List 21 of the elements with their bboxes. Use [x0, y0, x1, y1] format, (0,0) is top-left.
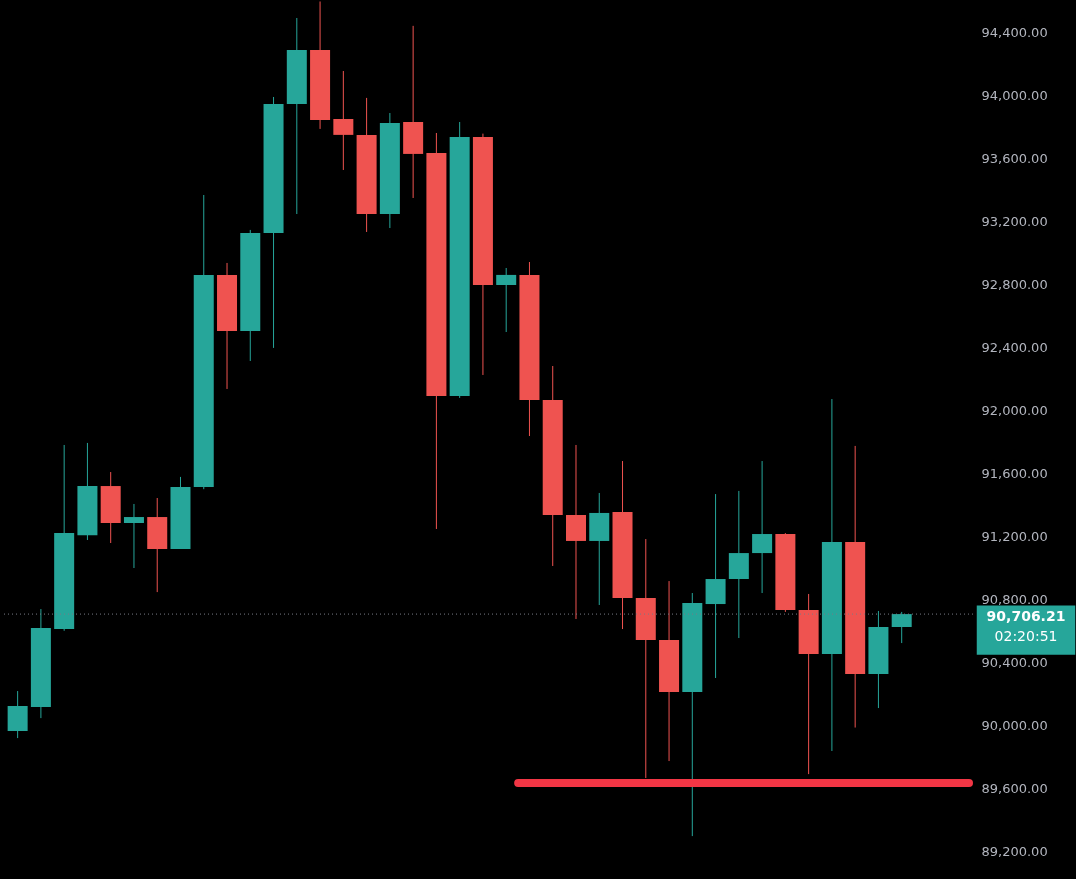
candlestick — [333, 70, 354, 171]
candlestick — [123, 503, 144, 569]
candlestick — [891, 611, 912, 644]
y-tick-label: 93,600.00 — [981, 151, 1048, 167]
y-tick-label: 92,000.00 — [981, 403, 1048, 419]
y-tick-label: 93,200.00 — [981, 214, 1048, 230]
y-tick-label: 89,200.00 — [981, 843, 1048, 859]
candlestick — [496, 267, 517, 333]
y-tick-label: 94,000.00 — [981, 88, 1048, 104]
y-tick-label: 92,400.00 — [981, 340, 1048, 356]
y-tick-label: 94,400.00 — [981, 25, 1048, 41]
y-tick-label: 90,800.00 — [981, 591, 1048, 607]
y-tick-label: 91,200.00 — [981, 528, 1048, 544]
y-tick-label: 92,800.00 — [981, 277, 1048, 293]
y-tick-label: 91,600.00 — [981, 465, 1048, 481]
y-tick-label: 90,400.00 — [981, 654, 1048, 670]
y-tick-label: 90,000.00 — [981, 717, 1048, 733]
ref-line-label: 90,706.21 — [986, 608, 1066, 625]
text: 02:20:51 — [994, 628, 1058, 645]
y-tick-label: 89,600.00 — [981, 780, 1048, 796]
candlestick — [752, 460, 773, 594]
